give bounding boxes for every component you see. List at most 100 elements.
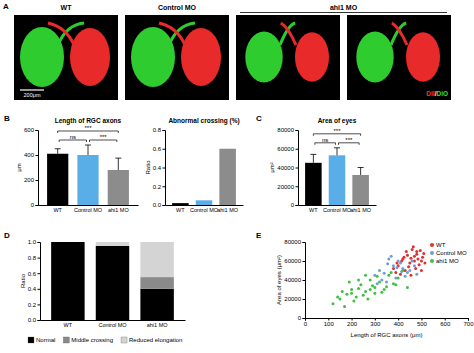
point [376, 275, 379, 278]
tick: 0 [304, 318, 308, 327]
tick-label: 40000 [277, 165, 294, 171]
axis-line [299, 205, 377, 206]
plot-marks [305, 148, 369, 205]
tick-mark [296, 168, 299, 169]
bar-segment [140, 277, 173, 289]
group-label: WT [61, 4, 73, 11]
tick-label: 500 [417, 321, 428, 327]
error-whisker [88, 145, 89, 155]
tick: 300 [370, 318, 381, 327]
point [369, 279, 372, 282]
tick-label: 200 [347, 321, 358, 327]
point [383, 272, 386, 275]
point [383, 288, 386, 291]
significance-bracket [339, 143, 360, 145]
y-axis-title: Ratio [145, 160, 151, 175]
tick-label: 0.2 [153, 184, 162, 190]
legend-swatch [63, 337, 69, 343]
tick-label: 1.0 [28, 239, 37, 245]
bar-segment [96, 242, 129, 246]
tick: 400 [24, 152, 38, 158]
x-axis-title: Length of RGC axons (μm) [351, 332, 423, 338]
bar [196, 200, 213, 205]
tick-mark [163, 205, 166, 206]
tick-label: 0 [304, 321, 308, 327]
tick-label: 0 [291, 202, 295, 208]
eye-dii [181, 28, 221, 86]
point [413, 264, 416, 267]
point [415, 253, 418, 256]
y-axis: 0.00.20.40.60.81.0 [28, 239, 41, 323]
error-whisker [118, 158, 119, 170]
tick-mark [163, 168, 166, 169]
bar [172, 203, 189, 205]
eye-dio [131, 27, 175, 87]
tick: WT [309, 207, 318, 213]
group-label: Control MO [158, 4, 197, 11]
point [405, 250, 408, 253]
point [419, 249, 422, 252]
point [350, 288, 353, 291]
tick-mark [296, 130, 299, 131]
plot-marks [172, 149, 236, 205]
axis-line [36, 131, 39, 206]
plot-marks [47, 145, 129, 205]
tick-label: 0.4 [153, 165, 162, 171]
tick-label: 20000 [277, 184, 294, 190]
y-axis-title: μm [16, 163, 22, 171]
stain-label-part: DiI [426, 90, 435, 97]
y-axis-title: Ratio [20, 273, 26, 288]
tick-label: 0.0 [28, 317, 37, 323]
tick: 0.6 [28, 271, 40, 277]
eye-dii [295, 32, 329, 81]
point [411, 260, 414, 263]
point [385, 285, 388, 288]
tick: 80000 [284, 239, 305, 245]
tick: ahi1 MO [350, 207, 372, 213]
tick-label: 600 [440, 321, 451, 327]
tick-label: 600 [24, 127, 35, 133]
point [362, 294, 365, 297]
point [408, 269, 411, 272]
error-cap [55, 148, 61, 149]
x-axis: WTControl MOahi1 MO [166, 206, 244, 213]
tick-mark [36, 205, 39, 206]
point [386, 262, 389, 265]
axon-dio [391, 23, 406, 45]
point [404, 275, 407, 278]
bar [352, 175, 369, 205]
eye-dii [406, 32, 440, 81]
significance-bracket [58, 131, 119, 133]
x-axis: WTControl MOahi1 MO [41, 321, 186, 328]
figure: AWTControl MOahi1 MO200μmDiI/DiOB0200400… [0, 0, 474, 353]
point [401, 269, 404, 272]
axon-dii [159, 23, 185, 45]
tick: WT [64, 322, 73, 328]
legend: WTControl MOahi1 MO [430, 242, 467, 264]
tick: 0.8 [28, 255, 40, 261]
point [369, 288, 372, 291]
axon-dii [281, 23, 296, 45]
error-bar [115, 158, 121, 170]
tick-label: Control MO [74, 207, 103, 213]
point [336, 296, 339, 299]
tick-mark [303, 299, 306, 300]
point [376, 282, 379, 285]
micrograph [347, 15, 451, 100]
tick-label: 0.8 [153, 127, 162, 133]
point [408, 261, 411, 264]
tick-label: 700 [463, 321, 474, 327]
y-axis: 020000400006000080000 [277, 127, 298, 208]
point [416, 258, 419, 261]
point [394, 271, 397, 274]
tick-mark [352, 318, 353, 321]
tick-label: 0.2 [28, 302, 37, 308]
plot-marks [51, 242, 174, 320]
significance-bracket [59, 140, 86, 142]
point [371, 284, 374, 287]
scale-bar [20, 89, 44, 90]
bar-segment [96, 246, 129, 320]
point [343, 305, 346, 308]
point [380, 291, 383, 294]
tick: 40000 [284, 277, 305, 283]
